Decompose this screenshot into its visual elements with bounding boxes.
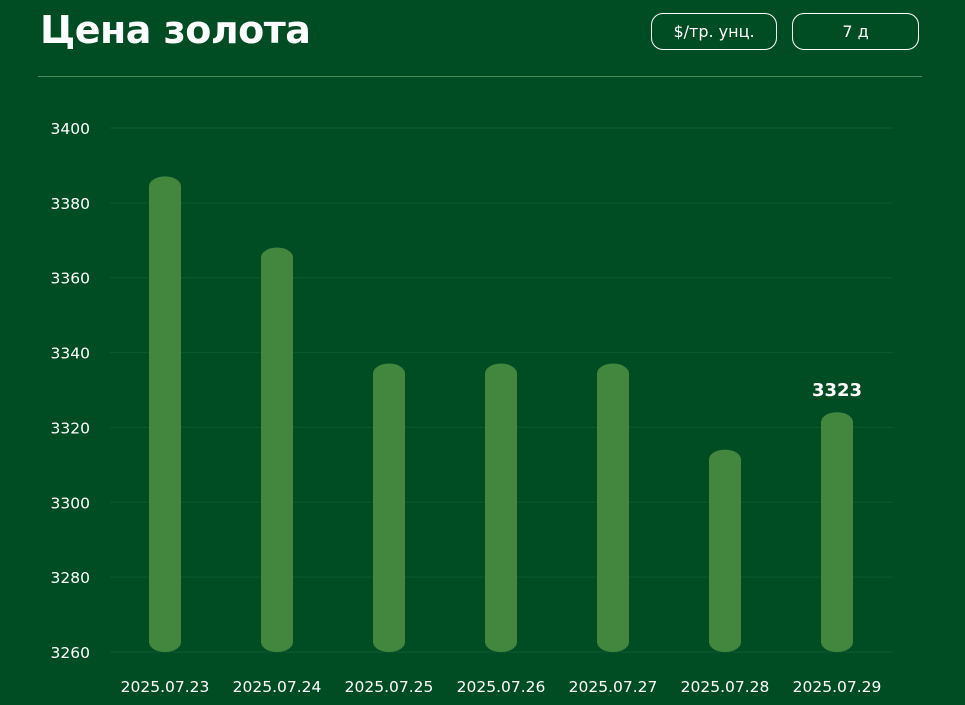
y-tick-label: 3260 (51, 644, 90, 662)
x-tick-label: 2025.07.24 (233, 678, 322, 696)
unit-selector-button[interactable]: $/тр. унц. (651, 13, 777, 50)
y-tick-label: 3320 (51, 419, 90, 437)
bar (373, 363, 405, 652)
x-tick-label: 2025.07.29 (793, 678, 882, 696)
x-tick-label: 2025.07.25 (345, 678, 434, 696)
y-tick-label: 3280 (51, 569, 90, 587)
x-tick-label: 2025.07.28 (681, 678, 770, 696)
bar (261, 247, 293, 652)
x-tick-label: 2025.07.23 (121, 678, 210, 696)
bar (485, 363, 517, 652)
data-label: 3323 (812, 380, 862, 401)
x-tick-label: 2025.07.26 (457, 678, 546, 696)
y-tick-label: 3380 (51, 195, 90, 213)
y-tick-label: 3400 (51, 120, 90, 138)
x-tick-label: 2025.07.27 (569, 678, 658, 696)
y-tick-label: 3340 (51, 345, 90, 363)
header-divider (38, 76, 922, 77)
bar (821, 412, 853, 652)
bar (709, 449, 741, 652)
y-tick-label: 3300 (51, 494, 90, 512)
bar (149, 176, 181, 652)
range-selector-button[interactable]: 7 д (792, 13, 919, 50)
y-tick-label: 3360 (51, 270, 90, 288)
bar (597, 363, 629, 652)
page-title: Цена золота (40, 8, 311, 52)
